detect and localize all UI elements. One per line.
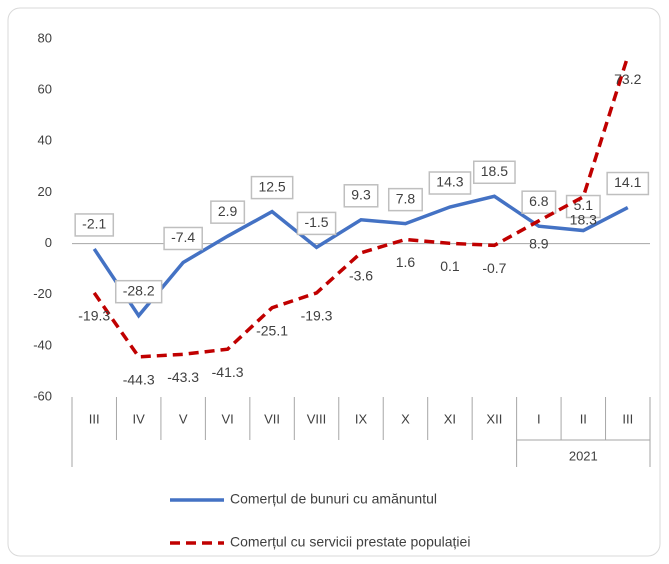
y-tick-label: -20 bbox=[33, 286, 52, 301]
data-label-box bbox=[606, 171, 650, 196]
series-line bbox=[92, 55, 630, 359]
y-tick-label: -60 bbox=[33, 388, 52, 403]
x-tick-label: IV bbox=[133, 411, 146, 426]
data-label-box bbox=[473, 160, 516, 185]
data-label: 9.3 bbox=[351, 186, 371, 202]
x-tick-label: VI bbox=[221, 411, 233, 426]
x-tick-label: XI bbox=[444, 411, 456, 426]
data-label: 8.9 bbox=[529, 236, 549, 252]
data-label: -1.5 bbox=[304, 214, 328, 230]
data-label: -25.1 bbox=[256, 322, 288, 338]
data-label: 18.5 bbox=[481, 163, 508, 179]
data-label: 14.3 bbox=[436, 174, 463, 190]
y-tick-label: 20 bbox=[38, 184, 52, 199]
data-label: -28.2 bbox=[123, 282, 155, 298]
data-label: -0.7 bbox=[482, 260, 506, 276]
chart-border bbox=[7, 7, 661, 557]
data-label-box bbox=[163, 226, 203, 251]
data-label-box bbox=[250, 175, 294, 200]
x-tick-label: IX bbox=[355, 411, 368, 426]
data-label-box bbox=[428, 171, 472, 195]
data-label: -41.3 bbox=[212, 364, 244, 380]
data-label: 73.2 bbox=[614, 71, 641, 87]
legend-label: Comerțul de bunuri cu amănuntul bbox=[230, 491, 437, 507]
data-label: 2.9 bbox=[218, 203, 238, 219]
series-line bbox=[92, 194, 629, 319]
y-tick-label: 40 bbox=[38, 133, 52, 148]
x-tick-label: I bbox=[537, 411, 541, 426]
data-label: 7.8 bbox=[396, 190, 416, 206]
data-label: -43.3 bbox=[167, 369, 199, 385]
data-label: -3.6 bbox=[349, 267, 373, 283]
x-tick-label: X bbox=[401, 411, 410, 426]
x-tick-label: V bbox=[179, 411, 188, 426]
x-tick-label: VIII bbox=[307, 411, 327, 426]
x-tick-label: VII bbox=[264, 411, 280, 426]
data-label: -7.4 bbox=[171, 229, 195, 245]
data-label-box bbox=[296, 211, 337, 236]
data-label-box bbox=[387, 187, 423, 212]
x-tick-label: XII bbox=[486, 411, 502, 426]
data-label-box bbox=[343, 184, 379, 208]
data-label: -19.3 bbox=[301, 308, 333, 324]
x-tick-label: III bbox=[622, 411, 633, 426]
data-label: -2.1 bbox=[82, 216, 106, 232]
data-label-box bbox=[74, 213, 115, 237]
data-label: 6.8 bbox=[529, 193, 549, 209]
x-tick-label: II bbox=[580, 411, 587, 426]
data-label: 0.1 bbox=[440, 258, 460, 274]
data-label: 14.1 bbox=[614, 174, 641, 190]
y-tick-label: -40 bbox=[33, 337, 52, 352]
data-label-box bbox=[210, 200, 246, 224]
data-label: -19.3 bbox=[78, 308, 110, 324]
legend-label: Comerțul cu servicii prestate populației bbox=[230, 534, 470, 550]
group-label: 2021 bbox=[569, 448, 598, 463]
y-tick-label: 0 bbox=[45, 235, 52, 250]
y-tick-label: 60 bbox=[38, 82, 52, 97]
data-label: -44.3 bbox=[123, 372, 155, 388]
data-label-box bbox=[114, 279, 163, 304]
x-tick-label: III bbox=[89, 411, 100, 426]
data-label: 12.5 bbox=[258, 178, 285, 194]
data-label-box bbox=[521, 190, 557, 214]
y-tick-label: 80 bbox=[38, 30, 52, 45]
data-label: 18.3 bbox=[570, 211, 597, 227]
data-label: 1.6 bbox=[396, 254, 416, 270]
